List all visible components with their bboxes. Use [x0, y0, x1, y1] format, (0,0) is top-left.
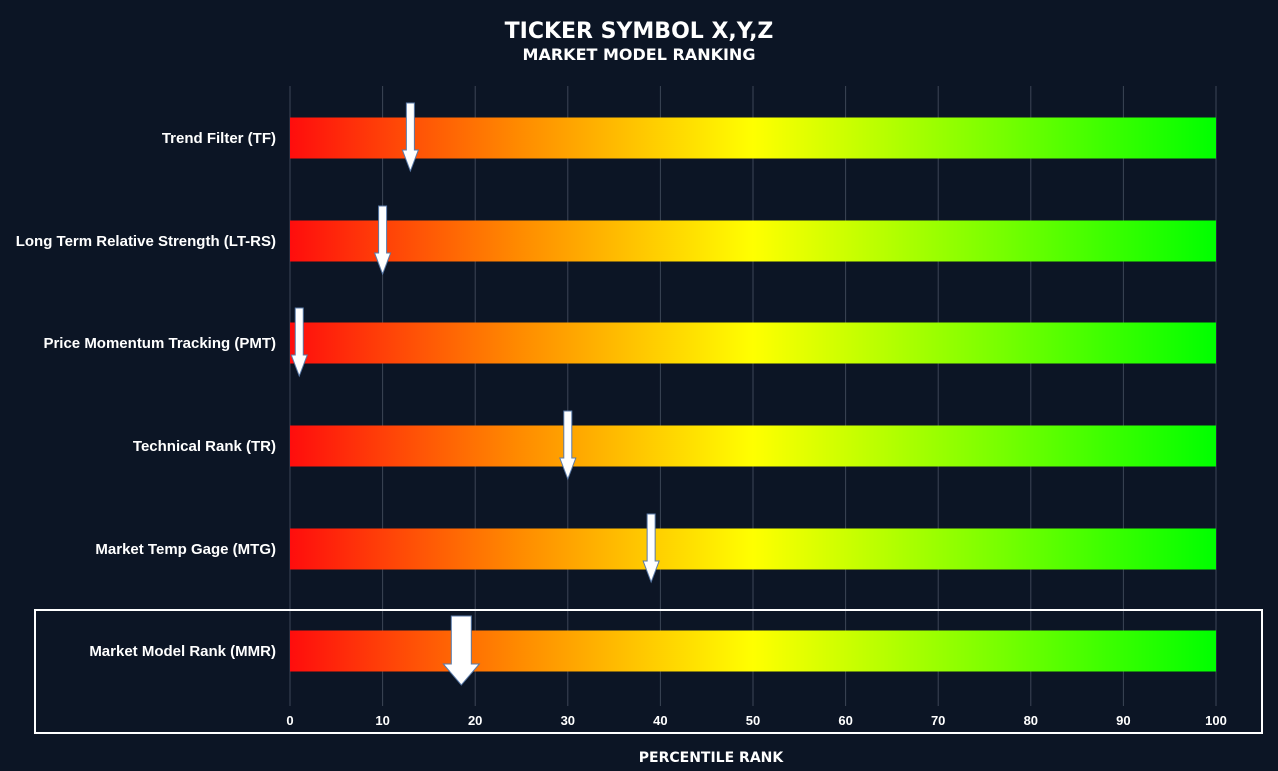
gradient-bar: [290, 425, 1216, 467]
x-tick-label: 90: [1116, 713, 1130, 728]
chart-title: TICKER SYMBOL X,Y,Z: [505, 19, 774, 44]
gradient-bar: [290, 630, 1216, 672]
gradient-bar: [290, 220, 1216, 262]
x-tick-label: 10: [375, 713, 389, 728]
mmr-highlight-box: [34, 609, 1263, 734]
x-tick-label: 0: [286, 713, 293, 728]
grid-lines: [289, 86, 1217, 706]
x-tick-label: 30: [561, 713, 575, 728]
x-tick-label: 70: [931, 713, 945, 728]
row-label: Market Temp Gage (MTG): [95, 541, 276, 558]
value-arrow: [642, 513, 660, 584]
x-tick-label: 40: [653, 713, 667, 728]
row-labels: Trend Filter (TF) Long Term Relative Stre…: [16, 130, 276, 660]
value-arrow: [559, 410, 577, 481]
x-tick-label: 100: [1205, 713, 1227, 728]
mmr-value-arrow: [442, 615, 481, 686]
value-arrow: [290, 307, 308, 378]
x-axis-ticks: 0 10 20 30 40 50 60 70 80 90 100: [286, 713, 1226, 728]
x-tick-label: 50: [746, 713, 760, 728]
gradient-bar: [290, 528, 1216, 570]
row-label: Long Term Relative Strength (LT-RS): [16, 233, 276, 250]
row-label: Trend Filter (TF): [162, 130, 276, 147]
row-label: Market Model Rank (MMR): [89, 643, 276, 660]
value-arrow: [401, 102, 420, 173]
value-arrow: [373, 205, 392, 276]
value-arrows: [290, 102, 660, 686]
chart-subtitle: MARKET MODEL RANKING: [523, 45, 756, 64]
x-axis-title: PERCENTILE RANK: [639, 750, 785, 766]
gradient-bars: [290, 117, 1216, 672]
x-tick-label: 20: [468, 713, 482, 728]
gradient-bar: [290, 117, 1216, 159]
x-tick-label: 80: [1024, 713, 1038, 728]
x-tick-label: 60: [838, 713, 852, 728]
gradient-bar: [290, 322, 1216, 364]
row-label: Price Momentum Tracking (PMT): [43, 335, 276, 352]
row-label: Technical Rank (TR): [133, 438, 276, 455]
